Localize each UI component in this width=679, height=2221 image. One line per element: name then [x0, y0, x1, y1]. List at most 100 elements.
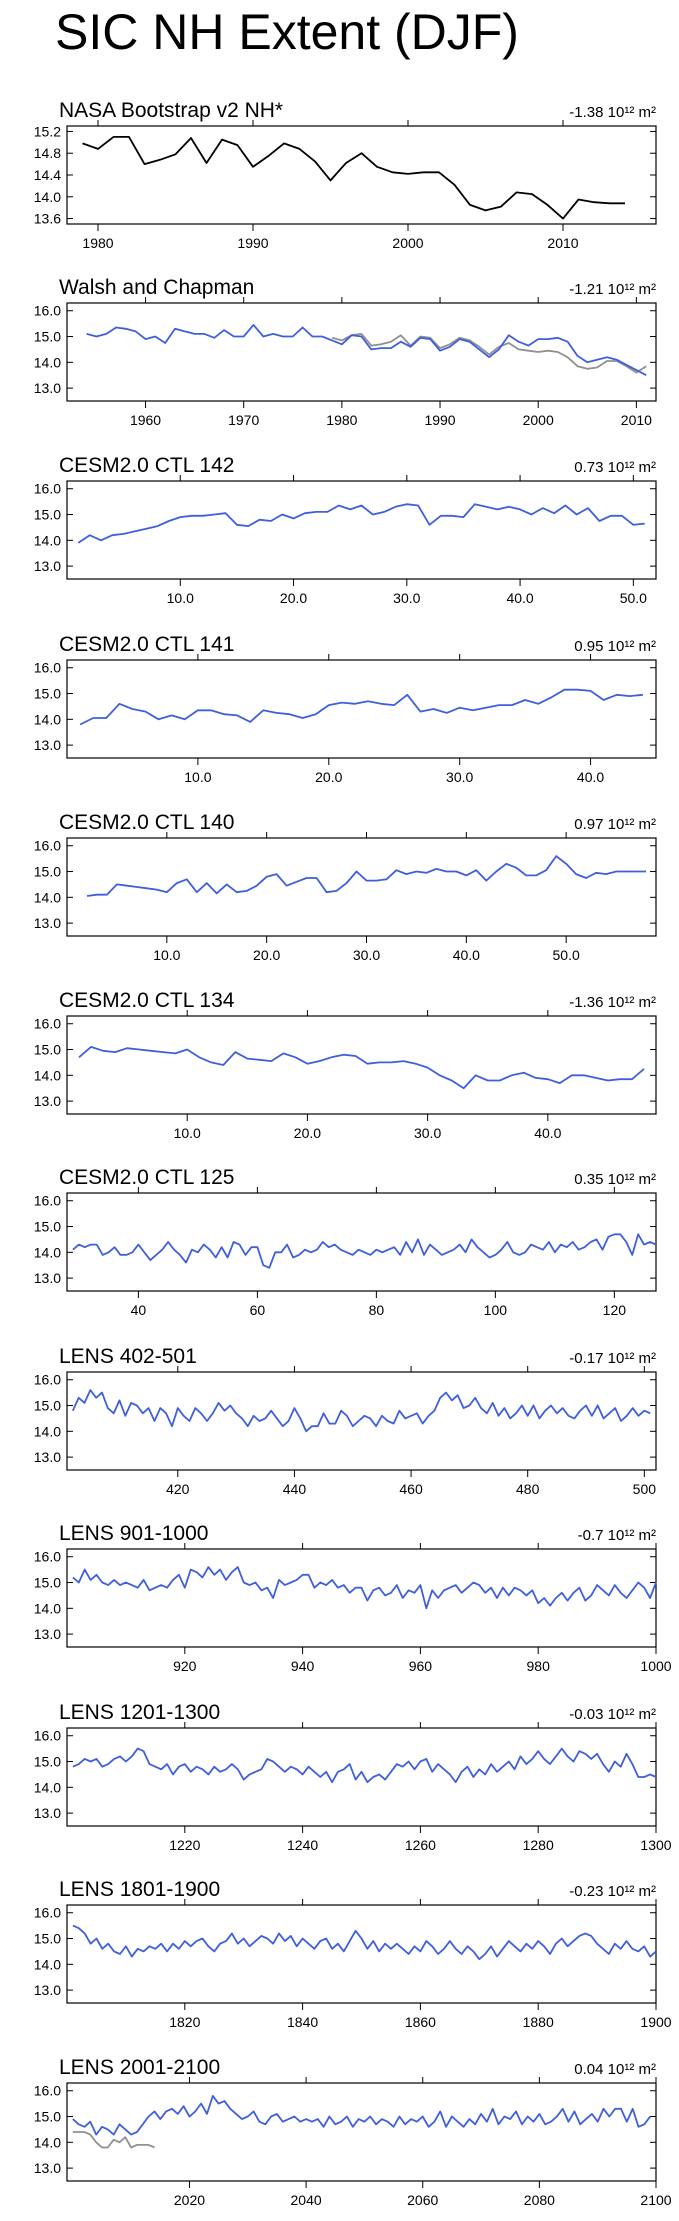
x-tick-label: 20.0 — [253, 947, 280, 963]
x-tick-label: 30.0 — [353, 947, 380, 963]
x-tick-label: 40.0 — [534, 1125, 561, 1141]
y-tick-label: 16.0 — [34, 1193, 61, 1209]
series-line — [72, 1747, 657, 1784]
x-tick-label: 480 — [516, 1481, 540, 1497]
x-tick-label: 1300 — [640, 1837, 671, 1853]
x-tick-label: 1880 — [523, 2014, 554, 2030]
x-tick-label: 1000 — [640, 1658, 671, 1674]
plot-frame — [66, 1192, 657, 1292]
panel-title: LENS 901-1000 — [59, 1522, 208, 1545]
x-tick-label: 30.0 — [393, 590, 420, 606]
y-tick-label: 15.2 — [34, 123, 61, 139]
series-line — [72, 1233, 657, 1269]
panel-title: CESM2.0 CTL 140 — [59, 811, 234, 834]
series-line — [72, 1566, 657, 1610]
x-tick-label: 50.0 — [553, 947, 580, 963]
y-tick-label: 15.0 — [34, 1575, 61, 1591]
y-tick-label: 14.0 — [34, 1067, 61, 1083]
y-tick-label: 14.0 — [34, 1423, 61, 1439]
y-tick-label: 13.0 — [34, 2160, 61, 2176]
x-tick-label: 1990 — [424, 412, 455, 428]
x-tick-label: 40.0 — [577, 769, 604, 785]
plot-frame — [66, 2082, 657, 2182]
y-tick-label: 14.0 — [34, 189, 61, 205]
y-tick-label: 15.0 — [34, 1042, 61, 1058]
y-tick-label: 13.0 — [34, 558, 61, 574]
x-tick-label: 20.0 — [294, 1125, 321, 1141]
x-tick-label: 1960 — [130, 412, 161, 428]
x-tick-label: 20.0 — [315, 769, 342, 785]
y-tick-label: 14.0 — [34, 1600, 61, 1616]
y-tick-label: 13.0 — [34, 915, 61, 931]
series-line — [86, 323, 647, 376]
x-tick-label: 2000 — [392, 235, 423, 251]
series-line — [72, 2094, 651, 2136]
series-line — [72, 1924, 657, 1961]
y-tick-label: 15.0 — [34, 1754, 61, 1770]
x-tick-label: 440 — [283, 1481, 307, 1497]
trend-label: 0.97 10¹² m² — [574, 816, 656, 833]
y-tick-label: 16.0 — [34, 660, 61, 676]
series-line — [86, 855, 646, 897]
x-tick-label: 40 — [131, 1302, 147, 1318]
y-tick-label: 16.0 — [34, 481, 61, 497]
panel-title: LENS 2001-2100 — [59, 2056, 220, 2079]
panel-title: CESM2.0 CTL 125 — [59, 1166, 234, 1189]
y-tick-label: 14.4 — [34, 167, 61, 183]
series-line — [78, 1046, 645, 1090]
x-tick-label: 420 — [166, 1481, 190, 1497]
y-tick-label: 14.0 — [34, 711, 61, 727]
y-tick-label: 16.0 — [34, 1905, 61, 1921]
y-tick-label: 13.0 — [34, 1270, 61, 1286]
trend-label: 0.35 10¹² m² — [574, 1171, 656, 1188]
y-tick-label: 14.0 — [34, 1956, 61, 1972]
y-tick-label: 16.0 — [34, 1728, 61, 1744]
x-tick-label: 80 — [369, 1302, 385, 1318]
trend-label: -0.23 10¹² m² — [569, 1883, 656, 1900]
y-tick-label: 14.0 — [34, 1244, 61, 1260]
x-tick-label: 1970 — [228, 412, 259, 428]
x-tick-label: 40.0 — [453, 947, 480, 963]
trend-label: -0.03 10¹² m² — [569, 1706, 656, 1723]
x-tick-label: 940 — [291, 1658, 315, 1674]
series-line — [77, 503, 645, 544]
y-tick-label: 15.0 — [34, 329, 61, 345]
plot-frame — [66, 1904, 657, 2004]
panel-title: NASA Bootstrap v2 NH* — [59, 99, 283, 122]
y-tick-label: 14.0 — [34, 2134, 61, 2150]
y-tick-label: 14.0 — [34, 354, 61, 370]
main-title: SIC NH Extent (DJF) — [55, 4, 519, 60]
y-tick-label: 13.0 — [34, 1805, 61, 1821]
y-tick-label: 16.0 — [34, 1372, 61, 1388]
trend-label: -0.17 10¹² m² — [569, 1350, 656, 1367]
x-tick-label: 30.0 — [414, 1125, 441, 1141]
x-tick-label: 1860 — [405, 2014, 436, 2030]
series-line — [72, 2131, 155, 2149]
x-tick-label: 30.0 — [446, 769, 473, 785]
x-tick-label: 460 — [399, 1481, 423, 1497]
plot-frame — [66, 659, 657, 759]
x-tick-label: 100 — [484, 1302, 508, 1318]
x-tick-label: 2040 — [291, 2192, 322, 2208]
x-tick-label: 2020 — [174, 2192, 205, 2208]
x-tick-label: 960 — [409, 1658, 433, 1674]
x-tick-label: 1980 — [82, 235, 113, 251]
y-tick-label: 14.0 — [34, 532, 61, 548]
trend-label: -1.21 10¹² m² — [569, 281, 656, 298]
x-tick-label: 40.0 — [506, 590, 533, 606]
x-tick-label: 120 — [603, 1302, 627, 1318]
x-tick-label: 60 — [250, 1302, 266, 1318]
panel-title: LENS 1801-1900 — [59, 1878, 220, 1901]
y-tick-label: 14.0 — [34, 889, 61, 905]
trend-label: -1.36 10¹² m² — [569, 994, 656, 1011]
panel-title: LENS 1201-1300 — [59, 1701, 220, 1724]
x-tick-label: 50.0 — [620, 590, 647, 606]
panel-title: LENS 402-501 — [59, 1345, 197, 1368]
x-tick-label: 2060 — [407, 2192, 438, 2208]
plot-frame — [66, 302, 657, 402]
x-tick-label: 1280 — [523, 1837, 554, 1853]
x-tick-label: 1820 — [169, 2014, 200, 2030]
y-tick-label: 13.0 — [34, 737, 61, 753]
x-tick-label: 1900 — [640, 2014, 671, 2030]
plot-frame — [66, 837, 657, 937]
